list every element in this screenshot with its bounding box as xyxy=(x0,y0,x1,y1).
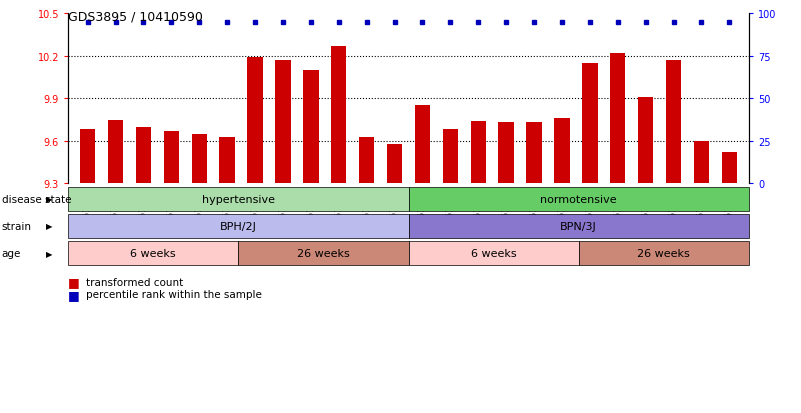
Bar xyxy=(239,242,409,266)
Bar xyxy=(331,47,346,184)
Text: transformed count: transformed count xyxy=(86,277,183,287)
Text: ■: ■ xyxy=(68,288,80,301)
Bar xyxy=(443,130,458,184)
Bar xyxy=(409,214,749,238)
Text: age: age xyxy=(2,249,21,259)
Text: hypertensive: hypertensive xyxy=(202,194,275,204)
Bar xyxy=(409,242,578,266)
Bar xyxy=(694,142,709,184)
Bar xyxy=(68,214,409,238)
Bar xyxy=(722,153,737,184)
Text: disease state: disease state xyxy=(2,194,71,204)
Bar xyxy=(526,123,541,184)
Bar xyxy=(582,64,598,184)
Bar xyxy=(498,123,514,184)
Bar xyxy=(578,242,749,266)
Bar xyxy=(610,54,626,184)
Bar xyxy=(303,71,319,184)
Bar xyxy=(554,119,570,184)
Bar xyxy=(471,122,486,184)
Bar xyxy=(135,127,151,184)
Text: ■: ■ xyxy=(68,275,80,289)
Bar xyxy=(68,187,409,211)
Bar xyxy=(191,134,207,184)
Text: 26 weeks: 26 weeks xyxy=(297,249,350,259)
Bar xyxy=(409,187,749,211)
Text: normotensive: normotensive xyxy=(541,194,617,204)
Text: BPH/2J: BPH/2J xyxy=(219,221,257,231)
Text: 6 weeks: 6 weeks xyxy=(471,249,517,259)
Bar xyxy=(68,242,239,266)
Bar xyxy=(248,58,263,184)
Bar xyxy=(666,61,682,184)
Bar xyxy=(415,106,430,184)
Bar xyxy=(276,61,291,184)
Text: ▶: ▶ xyxy=(46,195,52,204)
Bar xyxy=(638,98,654,184)
Bar xyxy=(108,120,123,184)
Text: ▶: ▶ xyxy=(46,222,52,231)
Bar xyxy=(219,137,235,184)
Bar xyxy=(359,137,374,184)
Bar xyxy=(387,144,402,184)
Text: percentile rank within the sample: percentile rank within the sample xyxy=(86,290,262,299)
Bar xyxy=(163,132,179,184)
Text: GDS3895 / 10410590: GDS3895 / 10410590 xyxy=(68,10,203,23)
Text: BPN/3J: BPN/3J xyxy=(561,221,597,231)
Text: strain: strain xyxy=(2,221,31,231)
Text: 6 weeks: 6 weeks xyxy=(131,249,176,259)
Text: 26 weeks: 26 weeks xyxy=(638,249,690,259)
Text: ▶: ▶ xyxy=(46,249,52,258)
Bar xyxy=(80,130,95,184)
